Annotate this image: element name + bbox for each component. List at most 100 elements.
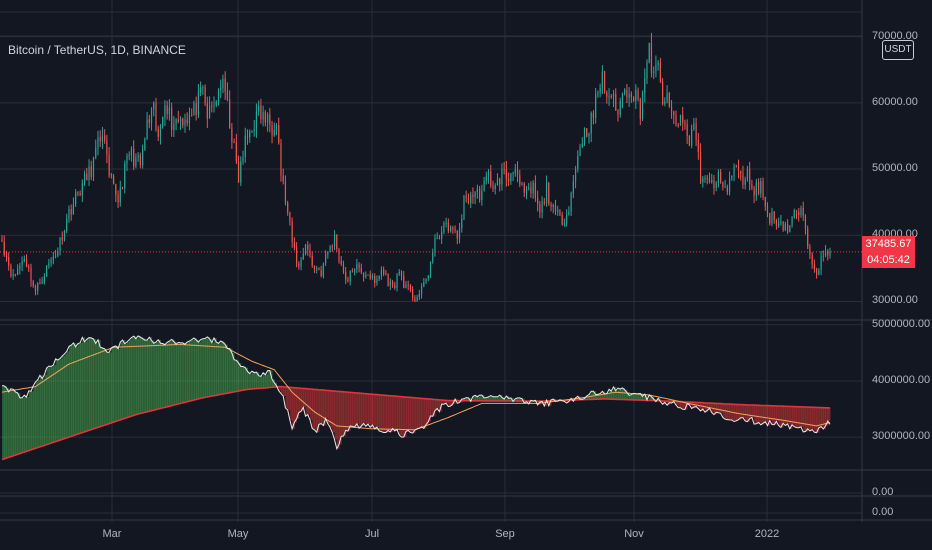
fill-slice — [611, 391, 615, 400]
candle-body — [351, 271, 353, 273]
candle-body — [463, 196, 465, 219]
y-axis-label: 50000.00 — [872, 162, 918, 175]
candle-body — [304, 244, 307, 254]
candle-body — [302, 253, 304, 260]
fill-slice — [588, 394, 592, 400]
fill-slice — [122, 340, 126, 420]
fill-slice — [504, 399, 507, 401]
candle-body — [550, 203, 552, 207]
candle-body — [311, 255, 313, 266]
candle-body — [612, 93, 615, 98]
fill-slice — [296, 387, 300, 419]
candle-body — [762, 180, 764, 198]
fill-slice — [816, 407, 820, 433]
candle-body — [695, 123, 697, 141]
candle-body — [436, 237, 438, 239]
candle-body — [485, 176, 487, 181]
fill-slice — [414, 397, 418, 431]
candle-body — [48, 263, 50, 266]
candle-body — [208, 105, 211, 119]
fill-slice — [303, 388, 307, 408]
candle-body — [449, 227, 452, 232]
candle-body — [769, 213, 771, 224]
candle-body — [581, 143, 583, 147]
candle-body — [557, 210, 559, 212]
candle-body — [648, 43, 650, 63]
candle-body — [179, 118, 182, 122]
fill-slice — [222, 342, 226, 395]
candle-body — [813, 264, 815, 269]
candle-body — [338, 248, 340, 262]
fill-slice — [231, 353, 235, 393]
candle-body — [142, 149, 144, 165]
fill-slice — [754, 405, 757, 425]
candle-body — [467, 197, 470, 204]
fill-slice — [803, 406, 806, 432]
candle-body — [409, 285, 412, 290]
fill-slice — [60, 358, 63, 441]
candle-body — [414, 298, 416, 302]
candle-body — [72, 204, 75, 215]
candle-body — [195, 103, 197, 115]
candle-body — [668, 93, 670, 107]
candle-body — [126, 156, 128, 164]
candle-body — [760, 180, 762, 194]
fill-slice — [745, 404, 748, 421]
fill-slice — [631, 394, 635, 400]
fill-slice — [73, 342, 77, 436]
candle-body — [572, 180, 574, 194]
fill-slice — [225, 344, 228, 394]
fill-slice — [189, 341, 193, 402]
fill-slice — [426, 398, 429, 425]
candle-body — [824, 251, 827, 256]
candle-body — [525, 188, 528, 193]
fill-slice — [28, 390, 32, 451]
fill-slice — [240, 366, 244, 391]
candle-body — [291, 221, 293, 242]
fill-slice — [323, 390, 327, 426]
candle-body — [429, 261, 432, 276]
candle-body — [97, 137, 99, 148]
fill-slice — [821, 407, 824, 427]
fill-slice — [66, 351, 70, 438]
fill-slice — [336, 391, 340, 449]
candle-body — [479, 188, 481, 201]
fill-slice — [809, 407, 813, 431]
candle-body — [637, 89, 639, 100]
candle-body — [3, 241, 5, 256]
fill-slice — [158, 339, 161, 410]
fill-slice — [44, 374, 48, 446]
fill-slice — [254, 372, 257, 389]
currency-button[interactable]: USDT — [882, 40, 914, 60]
candle-body — [378, 275, 380, 280]
candle-body — [37, 283, 39, 291]
candle-body — [606, 92, 608, 97]
candle-body — [153, 103, 155, 109]
candle-body — [684, 122, 686, 125]
candle-body — [552, 205, 554, 207]
fill-slice — [720, 403, 724, 414]
fill-slice — [347, 392, 351, 432]
candle-body — [293, 241, 295, 248]
candle-body — [182, 118, 184, 126]
fill-slice — [164, 344, 168, 408]
candle-body — [720, 171, 722, 182]
candle-body — [240, 161, 242, 183]
fill-slice — [597, 394, 601, 400]
candle-body — [128, 155, 130, 157]
fill-slice — [97, 339, 101, 428]
fill-slice — [408, 397, 411, 431]
candle-body — [595, 94, 597, 118]
fill-slice — [46, 368, 50, 445]
candle-body — [403, 275, 405, 289]
candle-body — [206, 103, 208, 119]
fill-slice — [419, 398, 423, 429]
fill-slice — [247, 371, 251, 390]
fill-slice — [629, 395, 632, 400]
fill-slice — [776, 405, 780, 422]
fill-slice — [463, 398, 467, 401]
candle-body — [70, 209, 72, 215]
fill-slice — [93, 339, 97, 429]
fill-slice — [405, 397, 409, 432]
